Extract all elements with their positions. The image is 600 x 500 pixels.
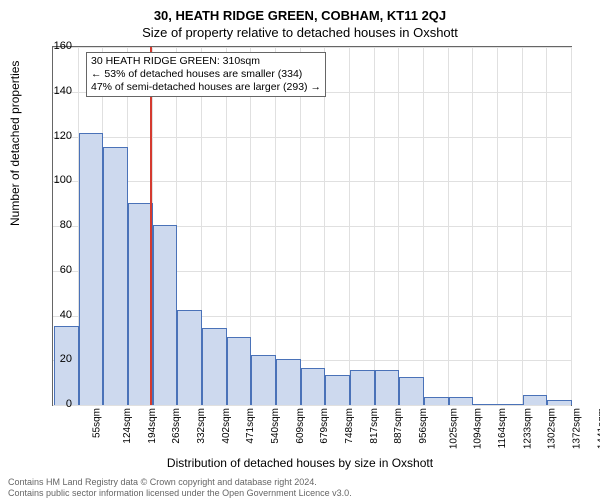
annotation-line3: 47% of semi-detached houses are larger (…	[91, 81, 321, 94]
histogram-bar	[202, 328, 227, 405]
x-tick-label: 679sqm	[319, 408, 330, 444]
x-tick-label: 1094sqm	[473, 408, 484, 449]
x-tick-label: 817sqm	[369, 408, 380, 444]
chart-container: 30, HEATH RIDGE GREEN, COBHAM, KT11 2QJ …	[0, 0, 600, 500]
x-tick-label: 748sqm	[344, 408, 355, 444]
plot-area	[52, 46, 572, 406]
x-tick-label: 1233sqm	[522, 408, 533, 449]
x-tick-label: 540sqm	[270, 408, 281, 444]
y-tick-label: 0	[42, 398, 72, 410]
x-axis-label: Distribution of detached houses by size …	[0, 456, 600, 470]
histogram-bar	[276, 359, 301, 405]
histogram-bar	[325, 375, 350, 405]
histogram-bar	[54, 326, 79, 405]
y-tick-label: 20	[42, 353, 72, 365]
footer: Contains HM Land Registry data © Crown c…	[8, 477, 352, 498]
histogram-bar	[424, 397, 449, 405]
property-marker-line	[150, 47, 152, 405]
histogram-bar	[153, 225, 178, 405]
plot-region: 30 HEATH RIDGE GREEN: 310sqm ← 53% of de…	[52, 46, 572, 406]
y-tick-label: 120	[42, 130, 72, 142]
x-tick-label: 124sqm	[122, 408, 133, 444]
y-tick-label: 160	[42, 40, 72, 52]
histogram-bar	[375, 370, 400, 405]
annotation-line1: 30 HEATH RIDGE GREEN: 310sqm	[91, 55, 321, 68]
x-tick-label: 1441sqm	[596, 408, 600, 449]
histogram-bar	[473, 404, 498, 405]
x-tick-label: 956sqm	[418, 408, 429, 444]
chart-subtitle: Size of property relative to detached ho…	[0, 23, 600, 40]
x-tick-label: 332sqm	[196, 408, 207, 444]
histogram-bar	[251, 355, 276, 405]
x-tick-label: 887sqm	[393, 408, 404, 444]
footer-line1: Contains HM Land Registry data © Crown c…	[8, 477, 352, 487]
histogram-bar	[399, 377, 424, 405]
x-tick-label: 263sqm	[171, 408, 182, 444]
histogram-bar	[449, 397, 474, 405]
x-tick-label: 402sqm	[221, 408, 232, 444]
histogram-bar	[227, 337, 252, 405]
x-tick-label: 1025sqm	[448, 408, 459, 449]
histogram-bar	[547, 400, 572, 405]
x-tick-label: 609sqm	[295, 408, 306, 444]
x-tick-label: 1302sqm	[547, 408, 558, 449]
x-tick-label: 471sqm	[245, 408, 256, 444]
histogram-bar	[350, 370, 375, 405]
y-tick-label: 60	[42, 264, 72, 276]
x-tick-label: 1372sqm	[572, 408, 583, 449]
page-title: 30, HEATH RIDGE GREEN, COBHAM, KT11 2QJ	[0, 0, 600, 23]
histogram-bar	[523, 395, 548, 405]
y-tick-label: 40	[42, 309, 72, 321]
histogram-bar	[301, 368, 326, 405]
histogram-bar	[498, 404, 523, 405]
histogram-bar	[103, 147, 128, 405]
annotation-line2: ← 53% of detached houses are smaller (33…	[91, 68, 321, 81]
y-axis-label: Number of detached properties	[8, 61, 22, 226]
footer-line2: Contains public sector information licen…	[8, 488, 352, 498]
y-tick-label: 80	[42, 219, 72, 231]
y-tick-label: 140	[42, 85, 72, 97]
x-tick-label: 194sqm	[147, 408, 158, 444]
annotation-box: 30 HEATH RIDGE GREEN: 310sqm ← 53% of de…	[86, 52, 326, 97]
x-tick-label: 55sqm	[92, 408, 103, 438]
histogram-bar	[177, 310, 202, 405]
y-tick-label: 100	[42, 174, 72, 186]
histogram-bar	[79, 133, 104, 405]
x-tick-label: 1164sqm	[497, 408, 508, 448]
